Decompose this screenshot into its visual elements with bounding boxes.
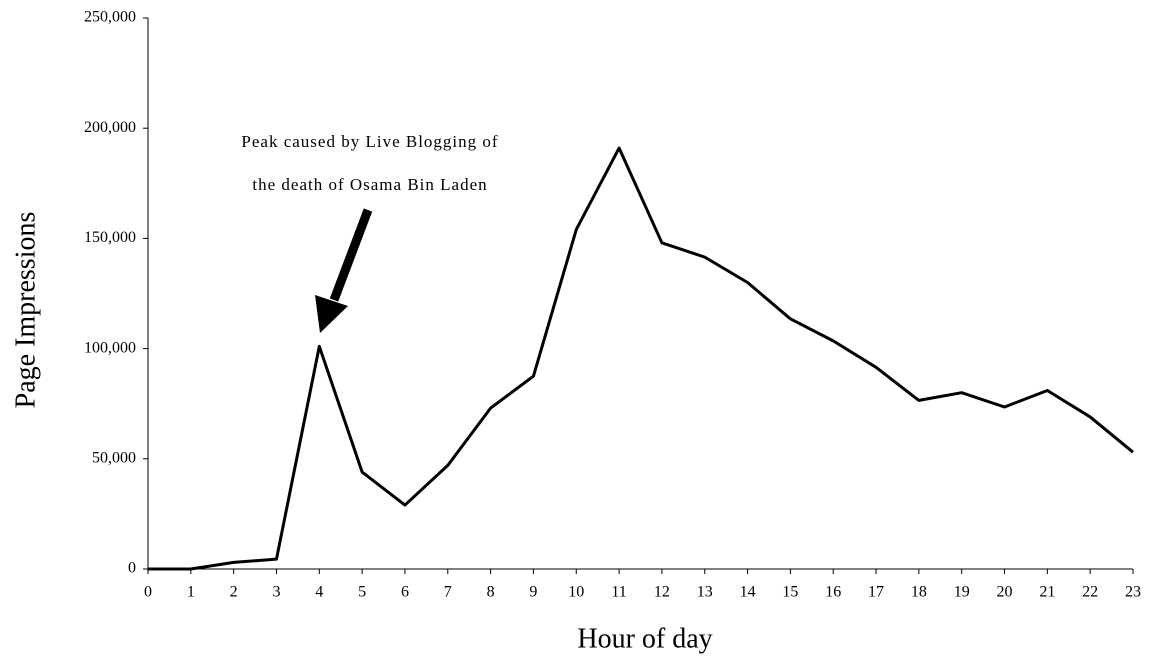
x-tick-label: 1 <box>187 584 195 601</box>
y-axis-label: Page Impressions <box>10 212 41 409</box>
x-tick-label: 3 <box>272 584 280 601</box>
x-tick-label: 13 <box>697 584 713 601</box>
data-line <box>148 146 1134 571</box>
annotation: the death of Osama Bin Laden <box>252 175 487 194</box>
x-tick-label: 7 <box>444 584 452 601</box>
x-tick-label: 10 <box>568 584 584 601</box>
x-tick-label: 23 <box>1125 584 1141 601</box>
x-tick-label: 6 <box>401 584 409 601</box>
x-tick-label: 22 <box>1082 584 1098 601</box>
x-tick-label: 14 <box>740 584 756 601</box>
x-tick-label: 20 <box>997 584 1013 601</box>
y-tick-label: 150,000 <box>84 229 136 246</box>
x-tick-label: 11 <box>611 584 626 601</box>
x-tick-label: 18 <box>911 584 927 601</box>
x-tick-label: 2 <box>230 584 238 601</box>
x-tick-label: 5 <box>358 584 366 601</box>
annotation-arrow <box>315 208 373 333</box>
x-tick-label: 15 <box>782 584 798 601</box>
x-tick-label: 21 <box>1039 584 1055 601</box>
y-tick-label: 0 <box>128 560 136 577</box>
x-tick-label: 12 <box>654 584 670 601</box>
x-tick-label: 4 <box>315 584 323 601</box>
x-tick-label: 9 <box>529 584 537 601</box>
x-tick-label: 8 <box>487 584 495 601</box>
x-tick-label: 19 <box>954 584 970 601</box>
x-tick-label: 17 <box>868 584 884 601</box>
y-tick-label: 100,000 <box>84 339 136 356</box>
y-tick-label: 200,000 <box>84 119 136 136</box>
annotation: Peak caused by Live Blogging of <box>241 132 498 151</box>
x-tick-label: 16 <box>825 584 841 601</box>
y-tick-label: 50,000 <box>92 449 136 466</box>
x-axis-label: Hour of day <box>577 623 712 654</box>
y-tick-label: 250,000 <box>84 9 136 26</box>
x-tick-label: 0 <box>144 584 152 601</box>
